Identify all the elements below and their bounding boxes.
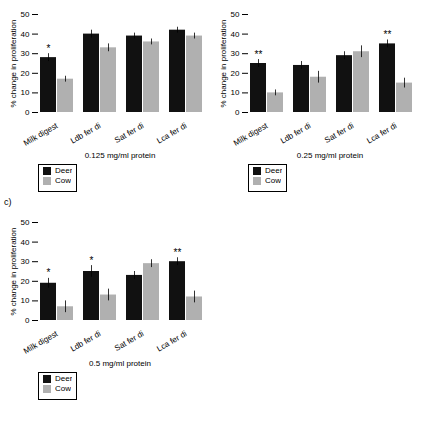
svg-text:Lca fer di: Lca fer di xyxy=(155,121,188,145)
svg-text:Sat fer di: Sat fer di xyxy=(113,121,145,145)
svg-text:0: 0 xyxy=(25,316,30,325)
html-text:Deer: Deer xyxy=(55,374,73,383)
svg-text:10: 10 xyxy=(231,88,240,97)
html-text:0.25 mg/ml protein: 0.25 mg/ml protein xyxy=(296,151,364,160)
svg-text:Milk digest: Milk digest xyxy=(22,329,60,356)
svg-text:10: 10 xyxy=(21,88,30,97)
svg-text:50: 50 xyxy=(21,10,30,19)
svg-text:Milk digest: Milk digest xyxy=(232,121,270,148)
html-text:Deer: Deer xyxy=(55,166,73,175)
svg-text:*: * xyxy=(47,267,51,278)
html-text:Cow: Cow xyxy=(265,176,281,185)
svg-text:40: 40 xyxy=(231,30,240,39)
svg-text:50: 50 xyxy=(21,218,30,227)
svg-text:30: 30 xyxy=(21,257,30,266)
svg-text:30: 30 xyxy=(231,49,240,58)
svg-text:20: 20 xyxy=(21,69,30,78)
svg-text:*: * xyxy=(47,43,51,54)
svg-text:20: 20 xyxy=(231,69,240,78)
html-text:Cow: Cow xyxy=(55,176,71,185)
svg-text:Lca fer di: Lca fer di xyxy=(365,121,398,145)
svg-text:Ldb fer di: Ldb fer di xyxy=(279,121,313,146)
svg-text:*: * xyxy=(90,255,94,266)
svg-text:% change in proliferation: % change in proliferation xyxy=(9,227,18,315)
svg-text:**: ** xyxy=(174,247,182,258)
svg-text:Sat fer di: Sat fer di xyxy=(113,329,145,353)
svg-text:Sat fer di: Sat fer di xyxy=(323,121,355,145)
svg-text:Ldb fer di: Ldb fer di xyxy=(69,121,103,146)
svg-text:**: ** xyxy=(255,49,263,60)
svg-text:Ldb fer di: Ldb fer di xyxy=(69,329,103,354)
html-text:c): c) xyxy=(4,197,12,207)
svg-text:20: 20 xyxy=(21,277,30,286)
svg-text:0: 0 xyxy=(235,108,240,117)
svg-text:40: 40 xyxy=(21,30,30,39)
svg-text:50: 50 xyxy=(231,10,240,19)
svg-text:40: 40 xyxy=(21,238,30,247)
svg-text:Lca fer di: Lca fer di xyxy=(155,329,188,353)
html-text:Deer: Deer xyxy=(265,166,283,175)
svg-text:**: ** xyxy=(384,29,392,40)
svg-text:30: 30 xyxy=(21,49,30,58)
html-text:0.125 mg/ml protein: 0.125 mg/ml protein xyxy=(84,151,156,160)
html-text:0.5 mg/ml protein: 0.5 mg/ml protein xyxy=(89,359,151,368)
svg-text:10: 10 xyxy=(21,296,30,305)
svg-text:% change in proliferation: % change in proliferation xyxy=(9,19,18,107)
svg-text:% change in proliferation: % change in proliferation xyxy=(219,19,228,107)
svg-text:Milk digest: Milk digest xyxy=(22,121,60,148)
html-text:Cow: Cow xyxy=(55,384,71,393)
svg-text:0: 0 xyxy=(25,108,30,117)
